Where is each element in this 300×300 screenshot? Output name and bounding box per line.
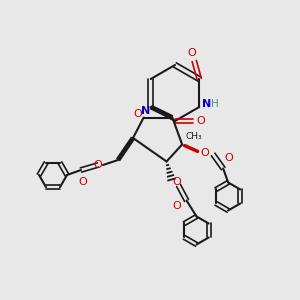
Text: O: O (196, 116, 206, 126)
Text: O: O (188, 48, 197, 58)
Text: CH₃: CH₃ (186, 132, 202, 141)
Text: O: O (172, 202, 181, 212)
Text: H: H (212, 99, 219, 109)
Text: O: O (225, 154, 233, 164)
Text: O: O (201, 148, 209, 158)
Text: O: O (79, 177, 87, 187)
Text: O: O (133, 109, 142, 118)
Text: O: O (94, 160, 102, 170)
Text: N: N (141, 106, 150, 116)
Text: N: N (202, 99, 211, 109)
Text: O: O (172, 178, 181, 188)
